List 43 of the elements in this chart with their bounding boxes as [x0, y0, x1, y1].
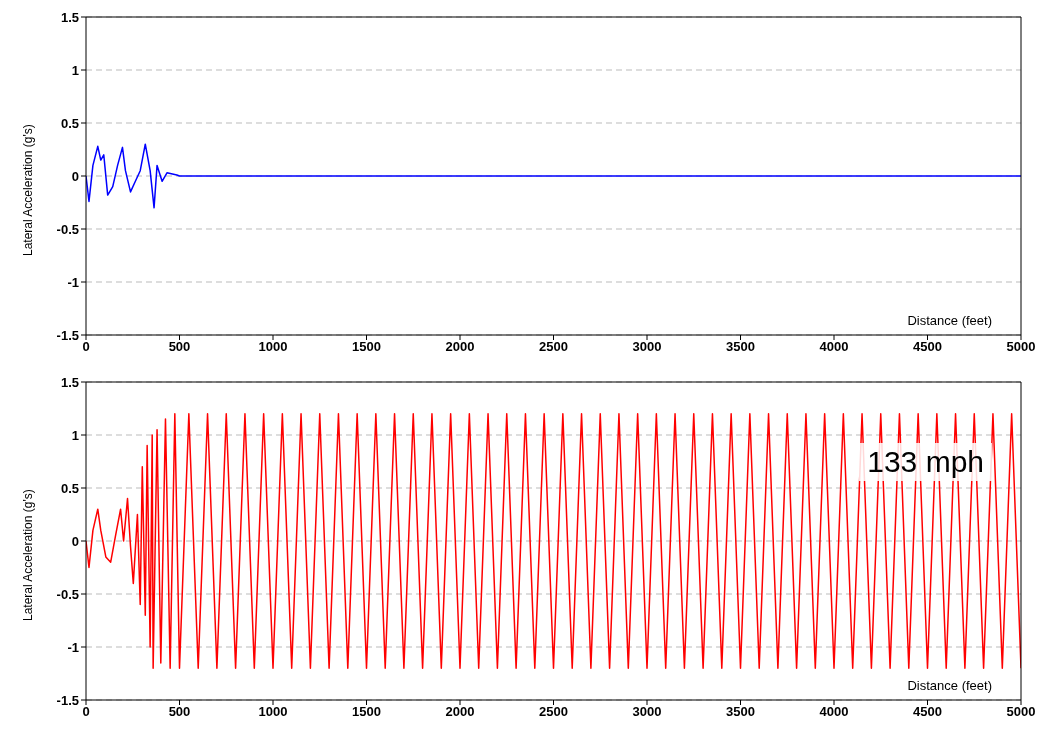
x-tick-label: 2500 [539, 704, 568, 720]
x-tick-label: 3500 [726, 704, 755, 720]
x-tick-label: 0 [82, 339, 90, 355]
y-axis-title: Lateral Acceleration (g's) [21, 489, 36, 621]
x-axis-title: Distance (feet) [907, 313, 992, 328]
y-tick-label: 1 [71, 62, 79, 78]
x-axis-title: Distance (feet) [907, 678, 992, 693]
line-series [86, 143, 1021, 209]
annotation: 133 mph [859, 443, 992, 481]
y-tick-label: 1 [71, 427, 79, 443]
y-tick-label: 0.5 [60, 115, 79, 131]
x-tick-label: 5000 [1006, 704, 1036, 720]
y-tick-label: 1.5 [60, 9, 79, 25]
x-tick-label: 1500 [352, 339, 381, 355]
x-tick-label: 0 [82, 704, 90, 720]
y-tick-label: 0 [71, 168, 79, 184]
y-tick-label: -1 [67, 274, 79, 290]
x-tick-label: 2500 [539, 339, 568, 355]
y-axis-title: Lateral Acceleration (g's) [21, 124, 36, 256]
x-tick-label: 4000 [819, 704, 849, 720]
y-tick-label: -0.5 [56, 586, 79, 602]
x-tick-label: 5000 [1006, 339, 1036, 355]
y-tick-label: -1.5 [56, 327, 79, 343]
line-series [86, 413, 1021, 669]
y-tick-label: -0.5 [56, 221, 79, 237]
x-tick-label: 4500 [913, 704, 942, 720]
x-tick-label: 4500 [913, 339, 942, 355]
x-tick-label: 3500 [726, 339, 755, 355]
y-tick-label: 0.5 [60, 480, 79, 496]
x-tick-label: 2000 [445, 339, 475, 355]
y-tick-label: 0 [71, 533, 79, 549]
y-tick-label: -1 [67, 639, 79, 655]
x-tick-label: 500 [168, 339, 191, 355]
x-tick-label: 3000 [632, 704, 662, 720]
x-tick-label: 1000 [258, 704, 288, 720]
y-tick-label: -1.5 [56, 692, 79, 708]
x-tick-label: 3000 [632, 339, 662, 355]
x-tick-label: 2000 [445, 704, 475, 720]
x-tick-label: 4000 [819, 339, 849, 355]
x-tick-label: 1500 [352, 704, 381, 720]
x-tick-label: 1000 [258, 339, 288, 355]
x-tick-label: 500 [168, 704, 191, 720]
y-tick-label: 1.5 [60, 374, 79, 390]
